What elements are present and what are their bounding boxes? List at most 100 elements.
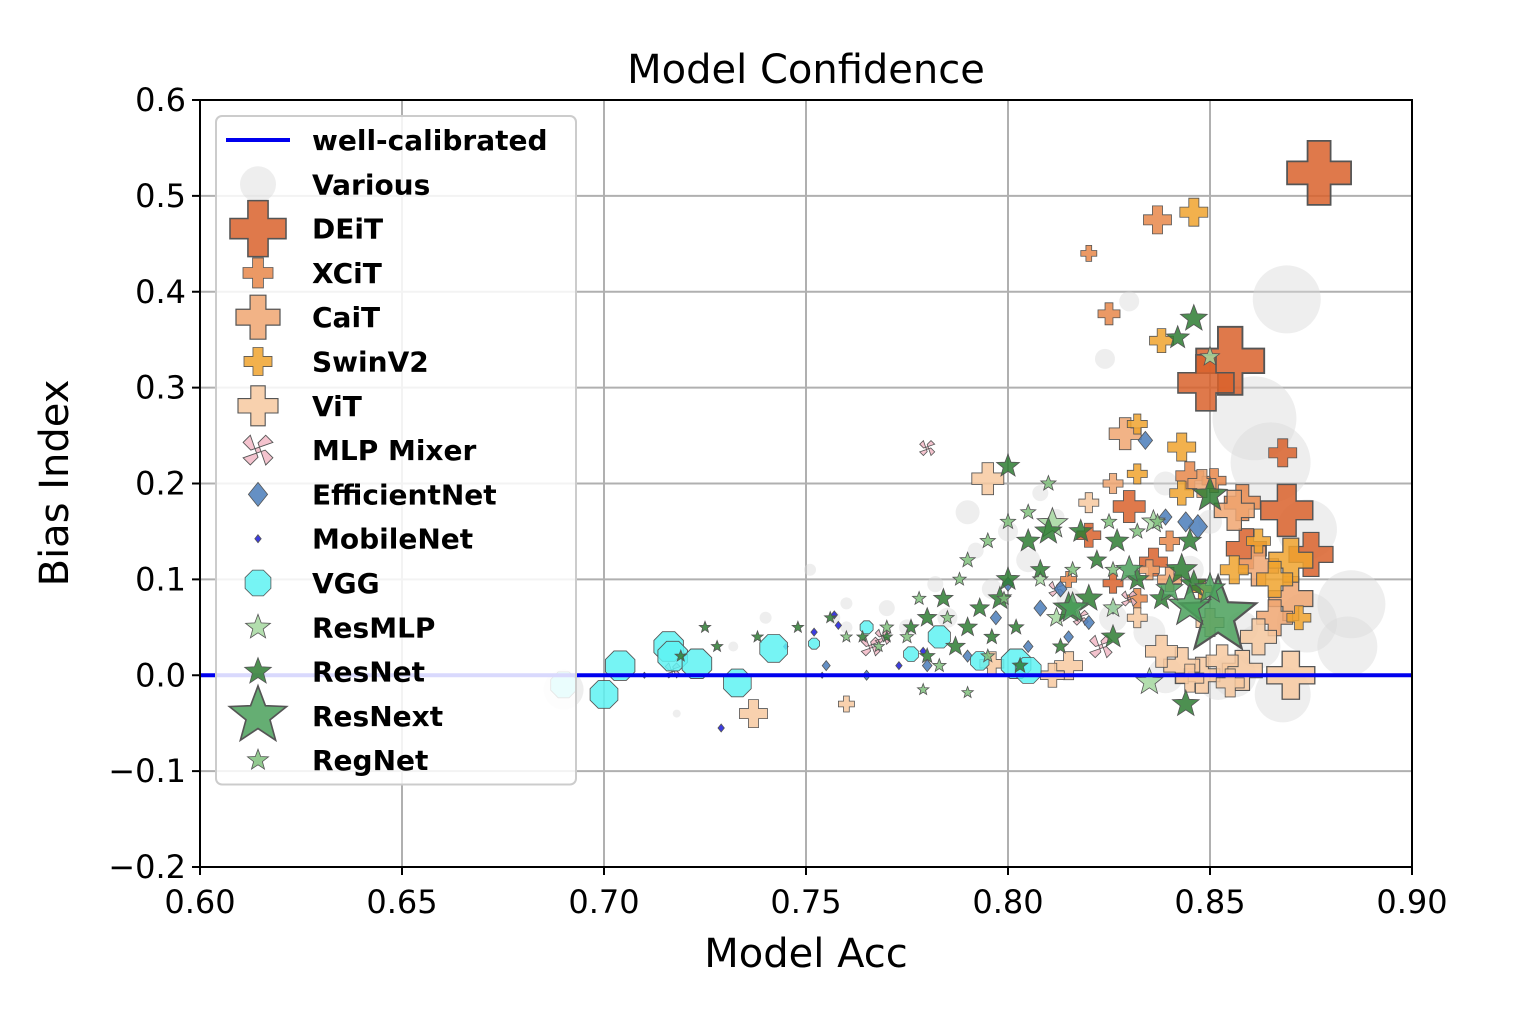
legend-circle-icon <box>240 166 276 203</box>
legend-label: VGG <box>312 567 380 600</box>
various-point <box>955 500 980 525</box>
legend-plus-icon <box>242 257 274 289</box>
series-resnet <box>674 303 1229 717</box>
various-point <box>672 709 681 718</box>
legend-item-vit: ViT <box>237 385 362 427</box>
resnet-point <box>1179 303 1209 331</box>
regnet-point <box>1128 522 1146 539</box>
efficientnet-point <box>962 649 973 663</box>
vit-point <box>739 699 768 728</box>
deit-point <box>1286 139 1352 206</box>
resnet-point <box>855 629 870 643</box>
chart-title: Model Confidence <box>627 47 985 93</box>
x-tick-label: 0.70 <box>568 883 639 921</box>
resnet-point <box>1104 527 1130 552</box>
regnet-point <box>931 657 948 673</box>
swinv2-point <box>1126 463 1148 485</box>
resnet-point <box>969 596 991 618</box>
x-tick-label: 0.75 <box>770 883 841 921</box>
swinv2-point <box>1126 413 1148 435</box>
regnet-point <box>958 551 977 568</box>
various-point <box>1212 376 1297 461</box>
regnet-point <box>1019 503 1037 520</box>
regnet-point <box>960 685 975 699</box>
resnet-point <box>1034 516 1063 544</box>
deit-point <box>1268 438 1298 468</box>
x-tick-label: 0.60 <box>164 883 235 921</box>
regnet-point <box>939 609 956 625</box>
resnet-point <box>1051 637 1070 654</box>
y-tick-label: 0.3 <box>135 369 186 407</box>
various-point <box>878 600 895 617</box>
swinv2-point <box>1246 528 1271 554</box>
regnet-point <box>1039 474 1058 491</box>
resnet-point <box>1179 569 1209 597</box>
xcit-point <box>1080 245 1098 262</box>
legend-star-icon <box>246 748 270 771</box>
series-resnext <box>1056 554 1260 651</box>
regnet-point <box>996 590 1012 606</box>
vit-point <box>1239 618 1277 656</box>
legend-plus-icon <box>229 199 287 258</box>
resnet-point <box>1165 324 1191 349</box>
vgg-point <box>808 637 820 650</box>
legend-label: MobileNet <box>312 523 473 556</box>
vit-point <box>838 695 855 713</box>
legend-star-icon <box>243 656 273 684</box>
various-point <box>967 542 984 559</box>
efficientnet-point <box>1053 580 1068 598</box>
resnet-point <box>750 629 765 643</box>
regnet-point <box>899 628 915 644</box>
xcit-point <box>1097 302 1121 326</box>
resnet-point <box>1029 558 1051 579</box>
y-tick-label: 0.6 <box>135 81 186 119</box>
resmlp-point <box>1135 666 1164 695</box>
y-tick-label: 0.4 <box>135 273 186 311</box>
legend-item-resnext: ResNext <box>227 683 443 743</box>
swinv2-point <box>1219 555 1249 585</box>
resnet-point <box>1007 618 1025 635</box>
vit-point <box>1215 668 1245 698</box>
resnet-point <box>995 453 1021 477</box>
deit-point <box>1102 572 1124 594</box>
swinv2-point <box>1286 605 1312 631</box>
vgg-point <box>903 646 919 662</box>
resnet-point <box>710 639 724 653</box>
resnet-point <box>1171 688 1201 717</box>
legend-box <box>215 115 577 786</box>
regnet-point <box>951 571 968 586</box>
resnet-point <box>698 620 712 634</box>
legend-item-well-calibrated: well-calibrated <box>226 124 548 157</box>
legend-label: XCiT <box>312 257 382 290</box>
swinv2-point <box>1149 328 1174 354</box>
regnet-point <box>1148 512 1167 530</box>
xcit-point <box>1143 205 1172 235</box>
axis-ticks: 0.60 0.65 0.70 0.75 0.80 0.85 0.90 −0.2 −0.1 0.0 0… <box>108 81 1447 921</box>
vit-point <box>971 462 1005 496</box>
xcit-point <box>1060 570 1077 588</box>
resnet-point <box>916 606 938 627</box>
various-point <box>759 611 772 624</box>
vit-point <box>1054 651 1083 681</box>
vgg-point <box>759 634 788 663</box>
resnet-point <box>1015 527 1041 552</box>
resnet-point <box>957 616 979 637</box>
regnet-point <box>979 531 997 549</box>
legend-octagon-icon <box>244 569 272 597</box>
mobilenet-point <box>810 627 818 637</box>
legend-plus-icon <box>243 347 273 376</box>
resnet-point <box>823 610 837 624</box>
legend-label: ResNext <box>312 700 443 733</box>
efficientnet-point <box>921 659 933 673</box>
deit-point <box>1195 325 1266 396</box>
resnet-point <box>983 627 1001 645</box>
legend-star-icon <box>244 613 272 639</box>
legend-star-icon <box>227 683 289 743</box>
mobilenet-point <box>830 610 838 620</box>
efficientnet-point <box>1033 599 1048 617</box>
swinv2-point <box>1256 560 1294 598</box>
resnet-point <box>1011 656 1029 674</box>
various-point <box>804 563 817 576</box>
legend-label: ResNet <box>312 656 425 689</box>
